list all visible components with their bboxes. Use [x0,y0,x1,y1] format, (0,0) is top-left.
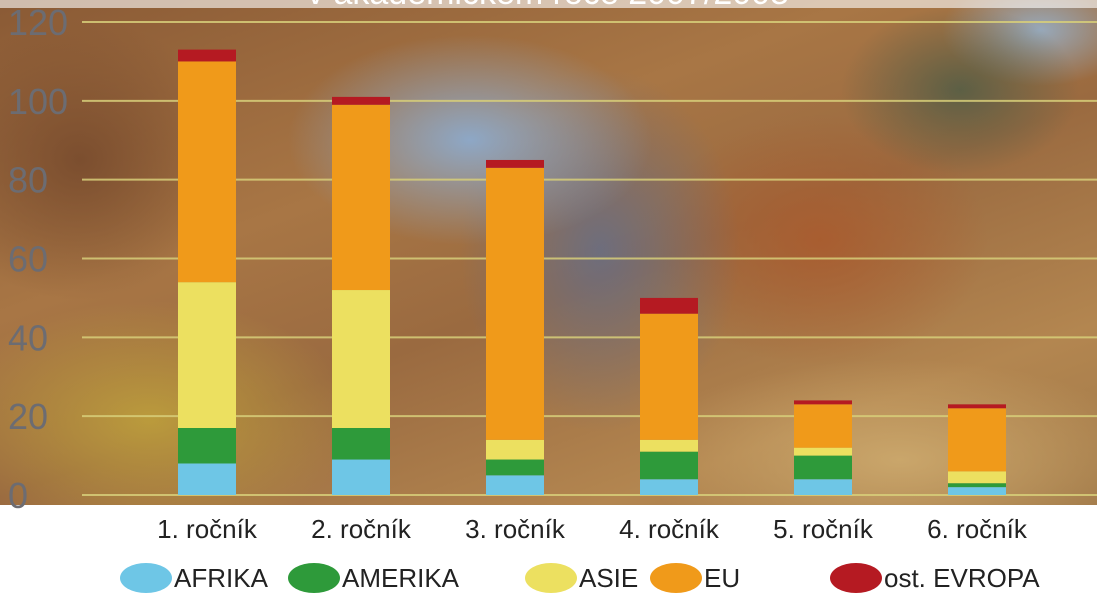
bar-segment [794,479,852,495]
x-tick-label: 3. ročník [465,514,566,544]
bar-segment [332,290,390,428]
legend-item: ASIE [525,560,638,596]
bar-segment [486,439,544,460]
bar-segment [948,483,1006,488]
bar-segment [640,439,698,452]
x-tick-label: 5. ročník [773,514,874,544]
legend-item: AFRIKA [120,560,268,596]
y-axis-ticks: 0 20 40 60 80 100 120 [8,2,68,516]
bar-segment [178,49,236,62]
chart-title: v akademickém roce 2007/2008 [307,0,789,12]
bar-segment [640,479,698,495]
legend-label: AFRIKA [174,562,268,593]
bar-segment [948,471,1006,484]
legend-swatch [288,563,340,593]
bar-segment [794,400,852,405]
gridlines [82,21,1097,496]
bar-segment [794,404,852,448]
legend-swatch [120,563,172,593]
bars [178,49,1006,495]
bar-segment [486,167,544,440]
legend-label: EU [704,562,741,593]
legend-swatch [525,563,577,593]
bar-segment [332,459,390,495]
bar-segment [640,451,698,480]
y-tick-label: 120 [8,2,68,43]
y-tick-label: 0 [8,475,28,516]
x-tick-label: 1. ročník [157,514,258,544]
bar-segment [178,61,236,283]
y-tick-label: 60 [8,239,48,280]
legend-item: EU [650,560,740,596]
bar-segment [948,404,1006,409]
legend-item: AMERIKA [288,560,459,596]
legend-label: ost. EVROPA [884,562,1040,593]
bar-segment [178,427,236,464]
legend-label: ASIE [579,562,639,593]
x-tick-label: 4. ročník [619,514,720,544]
legend-item: ost. EVROPA [830,560,1040,596]
bar-segment [640,297,698,314]
bar-segment [794,455,852,480]
bar-segment [178,282,236,428]
bar-segment [640,313,698,440]
x-tick-label: 6. ročník [927,514,1028,544]
bar-segment [332,104,390,291]
bar-segment [794,447,852,456]
y-tick-label: 100 [8,81,68,122]
y-tick-label: 40 [8,317,48,358]
bar-segment [486,459,544,476]
y-tick-label: 80 [8,160,48,201]
bar-segment [948,487,1006,495]
legend-swatch [650,563,702,593]
x-tick-label: 2. ročník [311,514,412,544]
bar-segment [948,408,1006,472]
x-axis-ticks: 1. ročník 2. ročník 3. ročník 4. ročník 5. r… [157,514,1028,544]
bar-segment [332,96,390,105]
y-tick-label: 20 [8,396,48,437]
bar-segment [486,475,544,495]
chart-plot: v akademickém roce 2007/2008 0 20 40 60 80 10… [8,0,1097,544]
legend-swatch [830,563,882,593]
legend-label: AMERIKA [342,562,460,593]
bar-segment [332,427,390,460]
bar-segment [486,159,544,168]
bar-segment [178,463,236,495]
